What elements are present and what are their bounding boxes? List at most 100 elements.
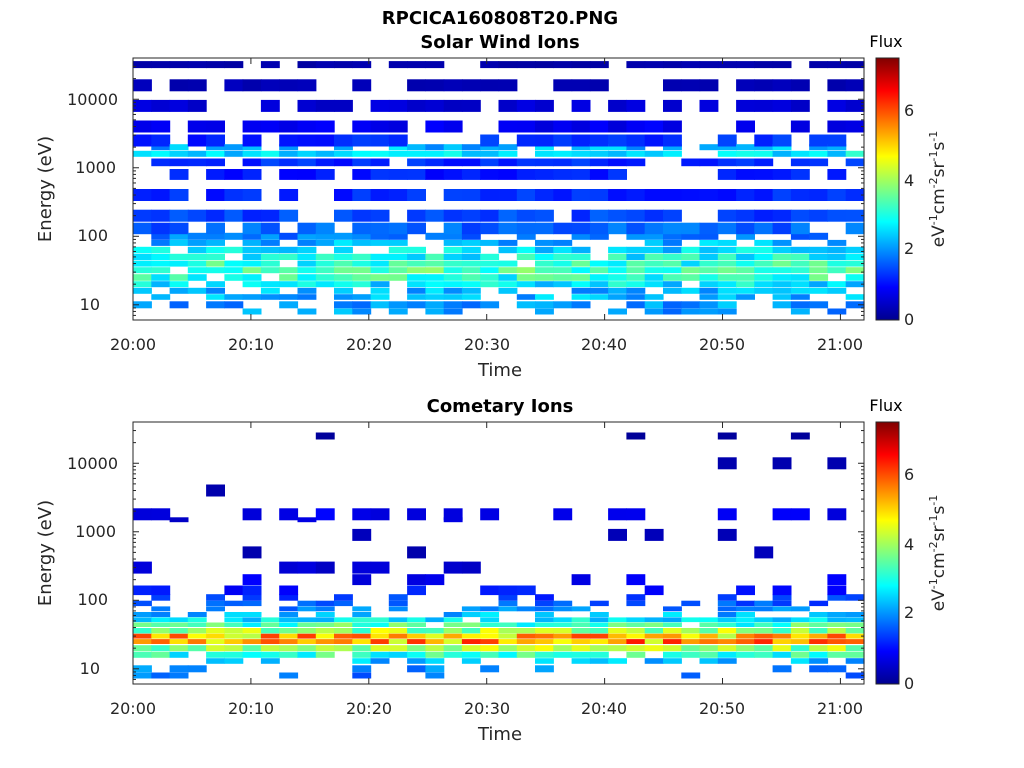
spectrogram-cell [279, 617, 299, 623]
spectrogram-cell [827, 633, 847, 639]
spectrogram-cell [644, 645, 664, 652]
spectrogram-cell [736, 628, 755, 634]
spectrogram-cell [516, 267, 536, 274]
spectrogram-cell [772, 617, 792, 623]
spectrogram-cell [681, 633, 701, 639]
spectrogram-cell [809, 189, 829, 201]
spectrogram-cell [480, 222, 500, 235]
spectrogram-cell [827, 189, 847, 201]
spectrogram-cell [388, 628, 408, 634]
spectrogram-cell [535, 209, 554, 222]
spectrogram-cell [425, 150, 445, 157]
spectrogram-cell [663, 622, 682, 627]
spectrogram-cell [388, 622, 408, 627]
x-tick-label: 20:20 [346, 699, 392, 718]
spectrogram-cell [242, 594, 262, 601]
spectrogram-cell [151, 628, 171, 634]
spectrogram-cell [809, 232, 829, 240]
spectrogram-cell [370, 617, 390, 623]
spectrogram-cell [352, 665, 372, 673]
spectrogram-cell [663, 189, 682, 201]
spectrogram-cell [681, 267, 701, 274]
spectrogram-cell [626, 253, 646, 260]
spectrogram-cell [242, 222, 262, 235]
spectrogram-cell [352, 239, 372, 246]
spectrogram-cell [151, 645, 171, 652]
spectrogram-cell [133, 622, 152, 627]
spectrogram-cell [809, 144, 829, 151]
spectrogram-cell [206, 222, 225, 235]
spectrogram-cell [187, 99, 207, 112]
spectrogram-cell [334, 639, 353, 644]
spectrogram-cell [553, 260, 573, 267]
spectrogram-cell [699, 281, 719, 288]
spectrogram-cell [443, 120, 463, 133]
spectrogram-cell [315, 61, 335, 69]
spectrogram-cell [535, 222, 554, 235]
spectrogram-cell [845, 253, 865, 260]
spectrogram-cell [297, 645, 317, 652]
spectrogram-cell [407, 639, 426, 644]
spectrogram-cell [535, 658, 554, 664]
spectrogram-cell [443, 287, 463, 294]
spectrogram-cell [315, 606, 335, 612]
spectrogram-cell [388, 144, 408, 151]
spectrogram-cell [133, 633, 152, 639]
spectrogram-cell [827, 612, 847, 618]
spectrogram-cell [663, 239, 682, 246]
spectrogram-cell [480, 651, 500, 658]
spectrogram-cell [242, 633, 262, 639]
spectrogram-cell [772, 301, 792, 309]
spectrogram-cell [297, 232, 317, 240]
spectrogram-cell [626, 61, 646, 69]
spectrogram-cell [790, 628, 810, 634]
spectrogram-cell [260, 267, 280, 274]
spectrogram-cell [772, 150, 792, 157]
spectrogram-cell [608, 99, 627, 112]
spectrogram-cell [663, 246, 682, 254]
spectrogram-cell [425, 651, 445, 658]
spectrogram-cell [626, 432, 646, 440]
panel-1-y-ticks: 10 100 1000 10000 [67, 90, 118, 314]
spectrogram-cell [260, 294, 280, 300]
spectrogram-cell [388, 134, 408, 147]
spectrogram-cell [151, 281, 171, 288]
spectrogram-cell [498, 600, 518, 607]
spectrogram-cell [315, 274, 335, 281]
spectrogram-cell [608, 622, 627, 627]
spectrogram-cell [845, 99, 865, 112]
spectrogram-cell [297, 517, 317, 523]
spectrogram-cell [443, 99, 463, 112]
spectrogram-cell [187, 260, 207, 267]
spectrogram-cell [443, 144, 463, 151]
spectrogram-cell [480, 633, 500, 639]
spectrogram-cell [681, 61, 701, 69]
spectrogram-cell [553, 253, 573, 260]
spectrogram-cell [352, 561, 372, 574]
spectrogram-cell [644, 134, 664, 147]
spectrogram-cell [334, 260, 353, 267]
spectrogram-cell [206, 633, 225, 639]
spectrogram-cell [297, 617, 317, 623]
spectrogram-cell [790, 294, 810, 300]
spectrogram-cell [535, 628, 554, 634]
spectrogram-cell [736, 260, 755, 267]
spectrogram-cell [352, 658, 372, 664]
spectrogram-cell [516, 232, 536, 240]
spectrogram-cell [589, 61, 609, 69]
spectrogram-cell [480, 61, 500, 69]
panel-2-axes-box [132, 421, 865, 685]
spectrogram-cell [352, 628, 372, 634]
spectrogram-cell [242, 628, 262, 634]
spectrogram-cell [133, 287, 152, 294]
spectrogram-cell [407, 260, 426, 267]
spectrogram-cell [699, 308, 719, 315]
spectrogram-cell [443, 651, 463, 658]
spectrogram-cell [315, 158, 335, 167]
spectrogram-cell [242, 294, 262, 300]
colorbar-2-unit-label: eV-1cm-2sr-1s-1 [927, 495, 949, 612]
spectrogram-cell [352, 308, 372, 315]
spectrogram-cell [279, 585, 299, 596]
spectrogram-cell [334, 232, 353, 240]
spectrogram-cell [334, 267, 353, 274]
